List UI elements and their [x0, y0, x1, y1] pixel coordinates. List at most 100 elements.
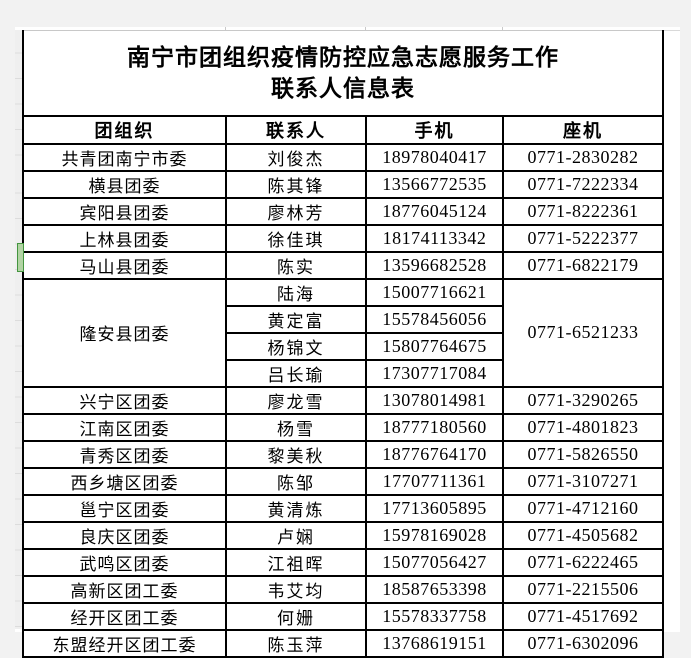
header-landline-cell[interactable]: 座机 [502, 114, 664, 145]
mobile-cell[interactable]: 13078014981 [365, 385, 504, 415]
header-mobile-cell[interactable]: 手机 [365, 114, 504, 145]
table-title-cell[interactable]: 南宁市团组织疫情防控应急志愿服务工作 联系人信息表 [22, 30, 664, 117]
contact-name-cell[interactable]: 陈其锋 [225, 169, 367, 199]
contact-name-cell[interactable]: 廖林芳 [225, 196, 367, 226]
header-org-cell[interactable]: 团组织 [22, 114, 227, 145]
mobile-cell[interactable]: 18776764170 [365, 439, 504, 469]
spreadsheet-canvas: 南宁市团组织疫情防控应急志愿服务工作 联系人信息表 团组织 联系人 手机 座机 … [15, 27, 680, 658]
contact-name-cell[interactable]: 卢娴 [225, 520, 367, 550]
landline-cell[interactable]: 0771-2215506 [502, 574, 664, 604]
mobile-cell[interactable]: 15578456056 [365, 304, 504, 334]
landline-cell[interactable]: 0771-6302096 [502, 628, 664, 658]
table-row: 东盟经开区团工委 陈玉萍 13768619151 0771-6302096 [22, 628, 664, 658]
contact-name-cell[interactable]: 杨雪 [225, 412, 367, 442]
mobile-cell[interactable]: 15807764675 [365, 331, 504, 361]
table-row: 马山县团委 陈实 13596682528 0771-6822179 [22, 250, 664, 280]
landline-cell[interactable]: 0771-4517692 [502, 601, 664, 631]
landline-cell[interactable]: 0771-8222361 [502, 196, 664, 226]
landline-cell[interactable]: 0771-3290265 [502, 385, 664, 415]
table-row: 黄定富 15578456056 [23, 304, 663, 334]
table-body: 南宁市团组织疫情防控应急志愿服务工作 联系人信息表 团组织 联系人 手机 座机 … [22, 30, 664, 658]
mobile-cell[interactable]: 18587653398 [365, 574, 504, 604]
contact-name-cell[interactable]: 黎美秋 [225, 439, 367, 469]
table-row: 良庆区团委 卢娴 15978169028 0771-4505682 [22, 520, 664, 550]
mobile-cell[interactable]: 17707711361 [365, 466, 504, 496]
mobile-cell[interactable]: 18777180560 [365, 412, 504, 442]
mobile-cell[interactable]: 15578337758 [365, 601, 504, 631]
contact-name-cell[interactable]: 陈实 [225, 250, 367, 280]
landline-cell[interactable]: 0771-4712160 [502, 493, 664, 523]
contact-name-cell[interactable]: 韦艾均 [225, 574, 367, 604]
org-cell[interactable]: 西乡塘区团委 [22, 466, 227, 496]
contact-name-cell[interactable]: 江祖晖 [225, 547, 367, 577]
contact-name-cell[interactable]: 杨锦文 [225, 331, 367, 361]
org-cell[interactable]: 武鸣区团委 [22, 547, 227, 577]
org-cell[interactable]: 高新区团工委 [22, 574, 227, 604]
contact-name-cell[interactable]: 陈邹 [225, 466, 367, 496]
landline-cell[interactable]: 0771-2830282 [502, 142, 664, 172]
org-cell[interactable]: 宾阳县团委 [22, 196, 227, 226]
contact-name-cell[interactable]: 何姗 [225, 601, 367, 631]
org-cell[interactable]: 良庆区团委 [22, 520, 227, 550]
mobile-cell[interactable]: 13768619151 [365, 628, 504, 658]
active-row-indicator [17, 243, 24, 272]
contact-name-cell[interactable]: 陆海 [225, 277, 367, 307]
mobile-cell[interactable]: 15007716621 [365, 277, 504, 307]
mobile-cell[interactable]: 18978040417 [365, 142, 504, 172]
org-cell[interactable]: 经开区团工委 [22, 601, 227, 631]
org-cell[interactable]: 横县团委 [22, 169, 227, 199]
mobile-cell[interactable]: 15978169028 [365, 520, 504, 550]
mobile-cell[interactable]: 13596682528 [365, 250, 504, 280]
landline-cell[interactable]: 0771-6222465 [502, 547, 664, 577]
mobile-cell[interactable]: 17307717084 [365, 358, 504, 388]
contact-name-cell[interactable]: 刘俊杰 [225, 142, 367, 172]
table-row: 横县团委 陈其锋 13566772535 0771-7222334 [22, 169, 664, 199]
table-row: 青秀区团委 黎美秋 18776764170 0771-5826550 [22, 439, 664, 469]
org-cell[interactable]: 兴宁区团委 [22, 385, 227, 415]
table-row: 江南区团委 杨雪 18777180560 0771-4801823 [22, 412, 664, 442]
title-row: 南宁市团组织疫情防控应急志愿服务工作 联系人信息表 [22, 30, 664, 117]
mobile-cell[interactable]: 13566772535 [365, 169, 504, 199]
landline-cell[interactable]: 0771-5826550 [502, 439, 664, 469]
landline-cell[interactable]: 0771-6521233 [502, 277, 664, 388]
contact-name-cell[interactable]: 黄清炼 [225, 493, 367, 523]
landline-cell[interactable]: 0771-3107271 [502, 466, 664, 496]
org-cell[interactable]: 隆安县团委 [22, 277, 227, 388]
org-cell[interactable]: 青秀区团委 [22, 439, 227, 469]
contact-name-cell[interactable]: 廖龙雪 [225, 385, 367, 415]
header-row: 团组织 联系人 手机 座机 [22, 114, 664, 145]
mobile-cell[interactable]: 18776045124 [365, 196, 504, 226]
mobile-cell[interactable]: 15077056427 [365, 547, 504, 577]
table-row: 经开区团工委 何姗 15578337758 0771-4517692 [22, 601, 664, 631]
org-cell[interactable]: 马山县团委 [22, 250, 227, 280]
org-cell[interactable]: 东盟经开区团工委 [22, 628, 227, 658]
landline-cell[interactable]: 0771-7222334 [502, 169, 664, 199]
contact-name-cell[interactable]: 陈玉萍 [225, 628, 367, 658]
table-row: 兴宁区团委 廖龙雪 13078014981 0771-3290265 [22, 385, 664, 415]
landline-cell[interactable]: 0771-4801823 [502, 412, 664, 442]
org-cell[interactable]: 上林县团委 [22, 223, 227, 253]
table-row: 邕宁区团委 黄清炼 17713605895 0771-4712160 [22, 493, 664, 523]
contact-name-cell[interactable]: 徐佳琪 [225, 223, 367, 253]
column-tick [225, 27, 226, 31]
table-row: 宾阳县团委 廖林芳 18776045124 0771-8222361 [22, 196, 664, 226]
contact-table: 南宁市团组织疫情防控应急志愿服务工作 联系人信息表 团组织 联系人 手机 座机 … [22, 30, 664, 658]
table-row: 隆安县团委 陆海 15007716621 0771-6521233 [22, 277, 664, 388]
org-cell[interactable]: 共青团南宁市委 [22, 142, 227, 172]
contact-name-cell[interactable]: 吕长瑜 [225, 358, 367, 388]
header-contact-cell[interactable]: 联系人 [225, 114, 367, 145]
contact-name-cell[interactable]: 黄定富 [225, 304, 367, 334]
table-row: 吕长瑜 17307717084 [23, 358, 663, 388]
table-row: 西乡塘区团委 陈邹 17707711361 0771-3107271 [22, 466, 664, 496]
landline-cell[interactable]: 0771-5222377 [502, 223, 664, 253]
landline-cell[interactable]: 0771-6822179 [502, 250, 664, 280]
column-tick [502, 27, 503, 31]
org-cell[interactable]: 邕宁区团委 [22, 493, 227, 523]
column-tick [365, 27, 366, 31]
table-row: 高新区团工委 韦艾均 18587653398 0771-2215506 [22, 574, 664, 604]
table-row: 武鸣区团委 江祖晖 15077056427 0771-6222465 [22, 547, 664, 577]
landline-cell[interactable]: 0771-4505682 [502, 520, 664, 550]
mobile-cell[interactable]: 17713605895 [365, 493, 504, 523]
org-cell[interactable]: 江南区团委 [22, 412, 227, 442]
mobile-cell[interactable]: 18174113342 [365, 223, 504, 253]
